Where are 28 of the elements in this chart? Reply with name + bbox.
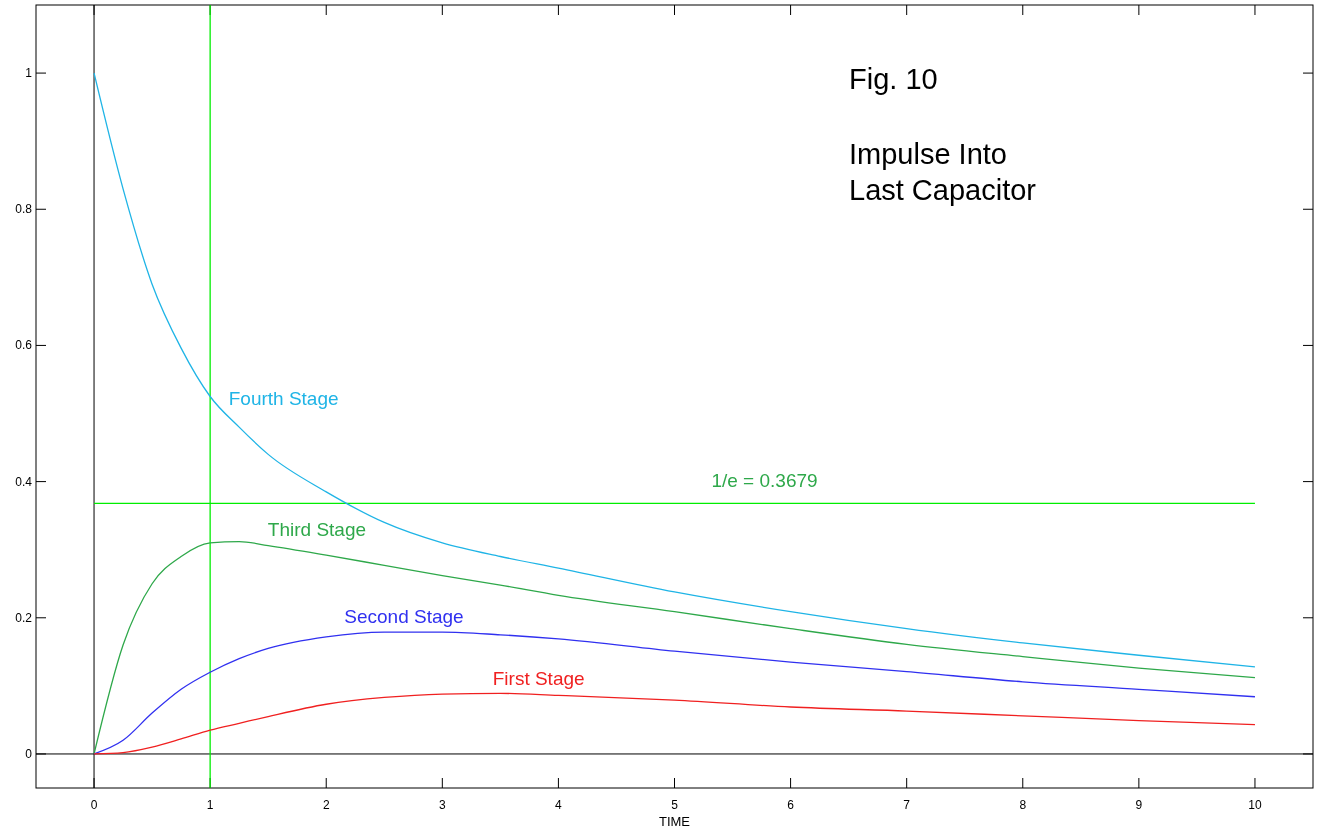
y-tick-label: 0.6 <box>15 338 33 353</box>
x-tick-label: 3 <box>438 798 446 812</box>
x-tick-label: 0 <box>90 798 98 812</box>
y-tick-label: 0.4 <box>15 474 33 489</box>
x-tick-label: 9 <box>1135 798 1143 812</box>
ref-line-label: 1/e = 0.3679 <box>711 470 818 492</box>
x-tick-label: 2 <box>322 798 330 812</box>
line-series <box>93 692 1256 755</box>
series-label: Third Stage <box>267 518 367 540</box>
y-tick-label: 0.8 <box>15 202 33 217</box>
line-series <box>93 631 1256 755</box>
x-tick-label: 1 <box>206 798 214 812</box>
x-tick-label: 10 <box>1248 798 1262 812</box>
y-tick-label: 0.2 <box>15 610 33 625</box>
series-label: Fourth Stage <box>228 388 339 410</box>
text: Impulse Into Last Capacitor <box>849 138 1037 206</box>
x-tick-label: 5 <box>671 798 679 812</box>
x-axis-title: TIME <box>658 814 691 829</box>
x-tick-label: 4 <box>555 798 563 812</box>
series-label: Second Stage <box>344 606 464 628</box>
x-tick-label: 6 <box>787 798 795 812</box>
series-label: First Stage <box>492 667 585 689</box>
x-tick-label: 7 <box>903 798 911 812</box>
text: Fig. 10 <box>849 63 938 95</box>
line-series <box>93 540 1256 755</box>
x-tick-label: 8 <box>1019 798 1027 812</box>
y-tick-label: 0 <box>25 746 33 761</box>
y-tick-label: 1 <box>25 66 33 81</box>
